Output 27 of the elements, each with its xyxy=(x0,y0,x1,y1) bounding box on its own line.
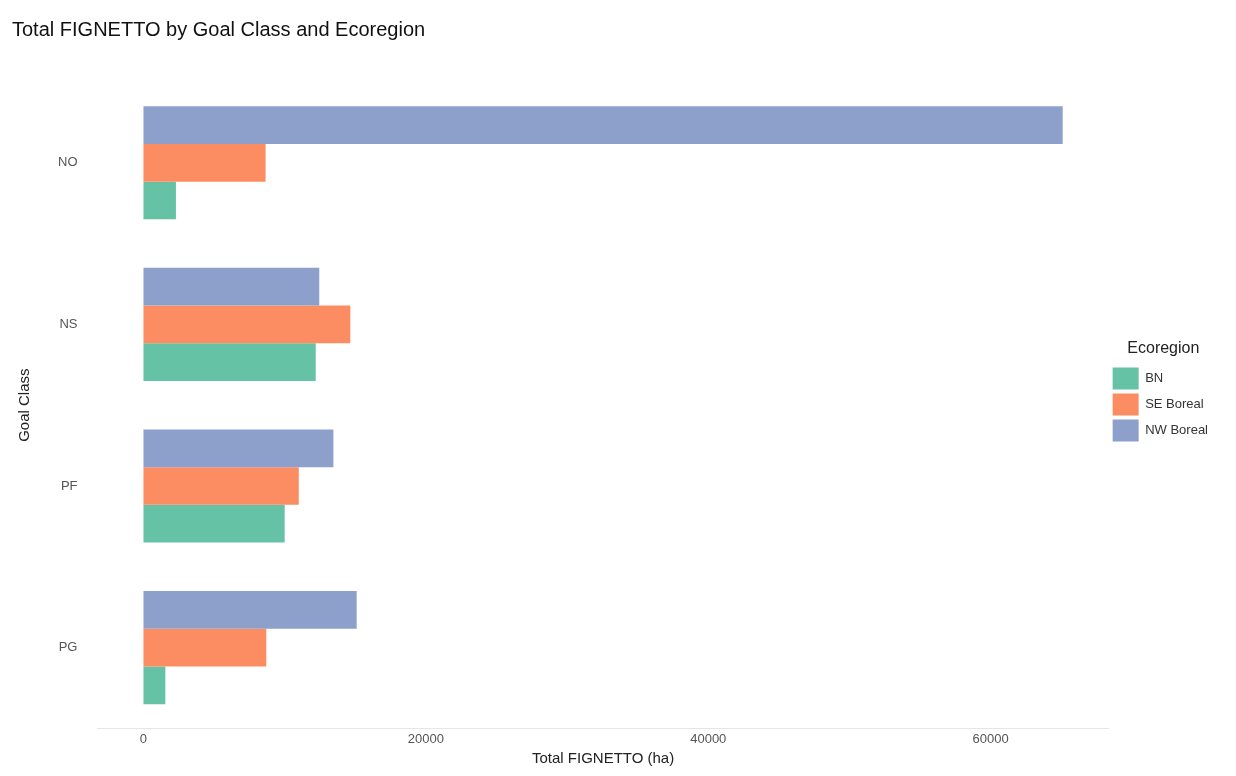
bar xyxy=(143,504,285,543)
y-tick-label: PG xyxy=(58,639,78,655)
bar xyxy=(143,181,176,220)
y-tick-label: PF xyxy=(60,477,78,493)
x-tick-label: 60000 xyxy=(972,730,1009,746)
bar xyxy=(143,591,357,629)
x-tick-label: 0 xyxy=(139,730,148,746)
legend-label: NW Boreal xyxy=(1145,422,1209,438)
bar xyxy=(143,305,351,344)
bar xyxy=(143,467,299,505)
x-axis-title: Total FIGNETTO (ha) xyxy=(531,749,675,767)
x-tick-label: 40000 xyxy=(690,730,727,746)
bar xyxy=(143,666,166,705)
bar xyxy=(143,429,334,468)
y-tick-label: NO xyxy=(58,154,78,170)
bar xyxy=(143,628,267,667)
legend-label: BN xyxy=(1145,370,1164,386)
y-tick-label: NS xyxy=(59,315,78,331)
legend-label: SE Boreal xyxy=(1145,396,1204,412)
x-tick-label: 20000 xyxy=(407,730,444,746)
legend-title: Ecoregion xyxy=(1127,338,1200,356)
y-axis-title: Goal Class xyxy=(15,368,33,442)
bar xyxy=(143,106,1063,144)
bar xyxy=(143,267,320,306)
bar xyxy=(143,343,316,381)
chart-title: Total FIGNETTO by Goal Class and Ecoregion xyxy=(12,17,426,40)
bar xyxy=(143,143,266,182)
